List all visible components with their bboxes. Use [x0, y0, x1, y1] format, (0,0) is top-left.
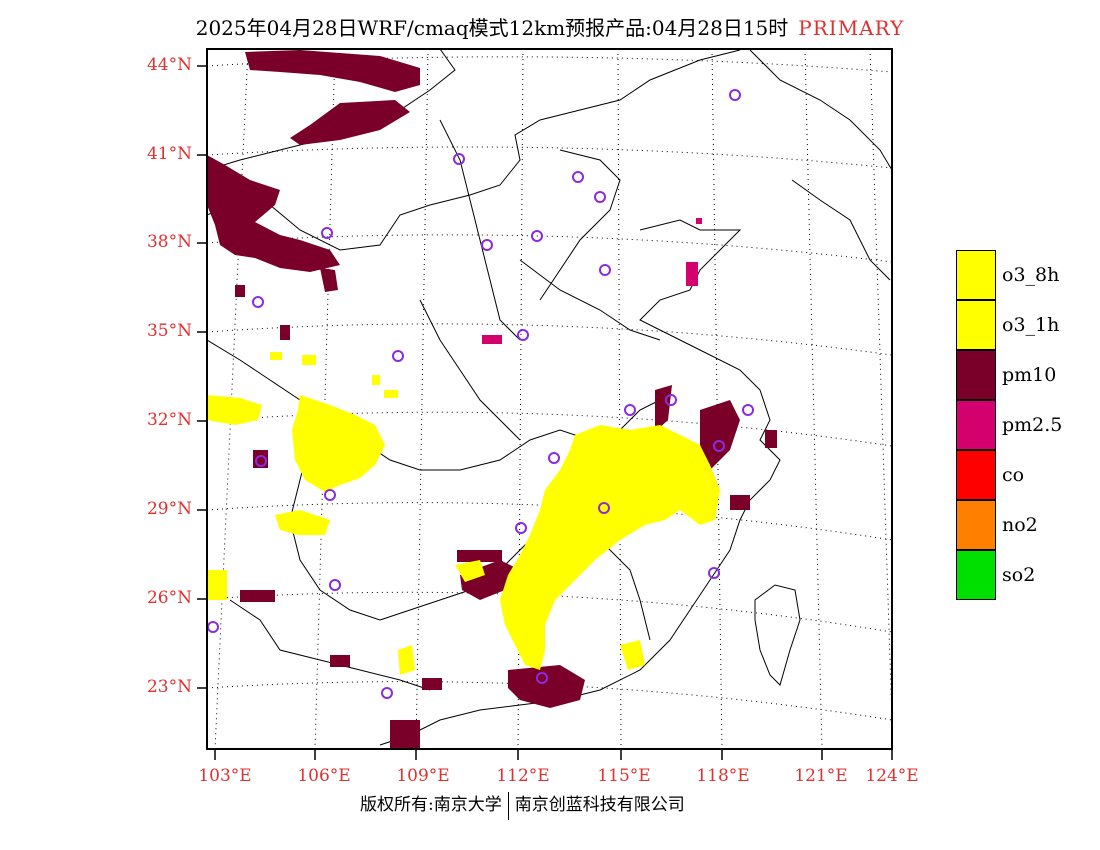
map-frame: [206, 48, 893, 750]
legend-swatch-pm25: [956, 400, 996, 450]
legend-label-so2: so2: [1002, 564, 1036, 586]
legend-label-pm25: pm2.5: [1002, 414, 1063, 436]
lat-label-41: 41°N: [146, 144, 192, 164]
legend-label-no2: no2: [1002, 514, 1038, 536]
lat-label-32: 32°N: [146, 410, 192, 430]
ticks: [197, 65, 893, 760]
o3-regions: [207, 352, 720, 675]
lon-label-118: 118°E: [696, 766, 750, 786]
lon-label-109: 109°E: [396, 766, 450, 786]
legend-swatch-co: [956, 450, 996, 500]
legend-label-co: co: [1002, 464, 1025, 486]
legend-label-pm10: pm10: [1002, 364, 1057, 386]
footer-divider: [507, 791, 509, 820]
lon-label-106: 106°E: [297, 766, 351, 786]
legend-swatch-pm10: [956, 350, 996, 400]
pm25-regions: [482, 218, 702, 344]
lat-label-26: 26°N: [146, 588, 192, 608]
lon-label-115: 115°E: [597, 766, 651, 786]
lat-label-38: 38°N: [146, 232, 192, 252]
copyright-footer: 版权所有:南京大学 南京创蓝科技有限公司: [360, 790, 685, 820]
lon-label-103: 103°E: [198, 766, 252, 786]
legend-label-o3-8h: o3_8h: [1002, 264, 1060, 286]
legend-swatch-no2: [956, 500, 996, 550]
lat-label-29: 29°N: [146, 499, 192, 519]
lat-label-44: 44°N: [146, 55, 192, 75]
legend-label-o3-1h: o3_1h: [1002, 314, 1060, 336]
lat-label-23: 23°N: [146, 677, 192, 697]
legend-swatch-o3-1h: [956, 300, 996, 350]
primary-tag: PRIMARY: [798, 16, 905, 40]
footer-left: 版权所有:南京大学: [360, 795, 502, 815]
site-markers: [207, 89, 754, 699]
lon-label-112: 112°E: [496, 766, 550, 786]
lat-label-35: 35°N: [146, 321, 192, 341]
boundaries: [207, 49, 892, 746]
map-title: 2025年04月28日WRF/cmaq模式12km预报产品:04月28日15时 P…: [0, 12, 1100, 41]
legend-swatch-so2: [956, 550, 996, 600]
legend-swatch-o3-8h: [956, 250, 996, 300]
pm10-regions: [207, 50, 777, 748]
footer-right: 南京创蓝科技有限公司: [514, 795, 685, 815]
lon-label-124: 124°E: [865, 766, 919, 786]
lon-label-121: 121°E: [794, 766, 848, 786]
title-text: 2025年04月28日WRF/cmaq模式12km预报产品:04月28日15时: [195, 16, 789, 40]
